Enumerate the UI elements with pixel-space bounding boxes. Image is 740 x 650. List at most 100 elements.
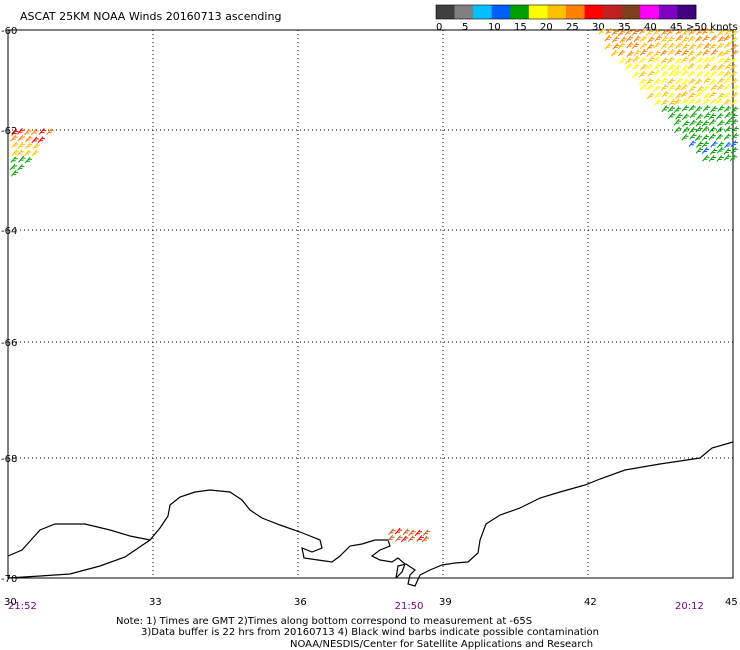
wind-barb	[708, 55, 717, 63]
wind-barb	[24, 128, 32, 136]
wind-barb	[604, 35, 612, 42]
legend-swatch	[603, 5, 623, 19]
wind-barb	[729, 113, 738, 120]
wind-barb	[708, 113, 717, 120]
wind-barb	[638, 57, 647, 64]
wind-barb	[653, 69, 661, 77]
legend-label: 40	[644, 22, 657, 33]
wind-barb	[674, 57, 683, 65]
wind-barb	[46, 128, 54, 135]
wind-barb	[617, 29, 626, 37]
wind-barb	[723, 91, 731, 99]
wind-barb	[660, 84, 669, 91]
wind-barb	[696, 85, 704, 93]
legend-swatch	[640, 5, 660, 19]
wind-barb	[688, 104, 696, 112]
wind-barb	[730, 140, 739, 147]
wind-barb	[710, 106, 718, 113]
wind-barb	[709, 78, 717, 86]
wind-barb	[654, 99, 662, 106]
legend-swatch	[528, 5, 548, 19]
wind-barb	[731, 91, 739, 99]
wind-barb	[723, 41, 732, 49]
wind-barb	[646, 50, 654, 58]
legend-label: 35	[618, 22, 631, 33]
legend-label: 0	[436, 22, 442, 33]
wind-barb	[680, 90, 689, 98]
wind-barb	[687, 35, 696, 43]
wind-barb	[724, 118, 732, 126]
wind-barb	[702, 98, 710, 105]
wind-barb	[724, 141, 732, 149]
wind-barb	[11, 129, 19, 136]
wind-barb	[708, 155, 717, 162]
legend-swatch	[454, 5, 474, 19]
wind-barb	[730, 43, 738, 51]
wind-barb	[723, 133, 732, 141]
wind-barb	[717, 105, 725, 112]
wind-barb	[681, 36, 689, 43]
wind-barb	[731, 84, 739, 92]
wind-barb	[10, 134, 18, 142]
wind-barb	[702, 154, 710, 162]
wind-barb	[661, 28, 669, 36]
wind-barb	[716, 126, 724, 134]
wind-barb	[696, 42, 704, 50]
wind-barb	[701, 125, 710, 133]
wind-barb	[653, 78, 661, 85]
wind-barb	[395, 535, 403, 542]
wind-barb	[694, 97, 703, 105]
wind-barb	[716, 42, 724, 50]
wind-barb	[730, 29, 739, 37]
pass-time-label: 21:50	[395, 601, 424, 612]
legend-label: 5	[462, 22, 468, 33]
wind-barb	[708, 126, 717, 134]
wind-barb	[10, 156, 18, 164]
wind-barb	[689, 133, 697, 140]
wind-barb	[695, 126, 703, 133]
wind-barb	[701, 120, 710, 127]
note-line-3: NOAA/NESDIS/Center for Satellite Applica…	[290, 639, 593, 650]
wind-barb	[598, 27, 606, 35]
wind-barb	[645, 63, 654, 71]
wind-barb	[17, 163, 25, 171]
wind-barb	[402, 528, 410, 536]
wind-barb	[416, 535, 424, 542]
wind-barb	[645, 29, 654, 36]
wind-barb	[696, 70, 704, 78]
wind-barb	[660, 57, 669, 64]
wind-barb	[625, 57, 633, 65]
wind-barb	[646, 83, 654, 91]
wind-barb	[710, 48, 718, 56]
wind-barb	[667, 42, 676, 50]
wind-barb	[717, 57, 725, 64]
wind-barb	[688, 92, 696, 99]
wind-barb	[666, 36, 675, 43]
wind-barb	[604, 43, 612, 50]
note-line-1: Note: 1) Times are GMT 2)Times along bot…	[116, 616, 532, 627]
wind-barb	[31, 136, 39, 144]
wind-barb	[639, 83, 648, 91]
wind-barb	[612, 43, 620, 50]
wind-barb	[668, 99, 676, 106]
antarctic-coastline	[7, 489, 406, 579]
wind-barb	[687, 62, 696, 70]
wind-barb	[633, 49, 641, 56]
wind-barb	[680, 83, 689, 91]
wind-barb	[724, 76, 732, 84]
legend-label: 15	[514, 22, 527, 33]
wind-barb	[660, 77, 668, 84]
wind-barb	[9, 163, 18, 171]
wind-barb	[667, 112, 676, 120]
wind-barb	[723, 34, 731, 42]
lon-tick-label: 30	[4, 597, 17, 608]
lon-tick-label: 36	[294, 597, 307, 608]
wind-barb	[605, 27, 613, 35]
wind-barb	[673, 69, 682, 77]
wind-barb	[730, 36, 738, 44]
wind-barb	[730, 118, 739, 126]
wind-barb	[652, 85, 661, 93]
wind-barb	[10, 170, 19, 177]
wind-barb	[716, 141, 725, 149]
wind-barb	[387, 534, 395, 542]
